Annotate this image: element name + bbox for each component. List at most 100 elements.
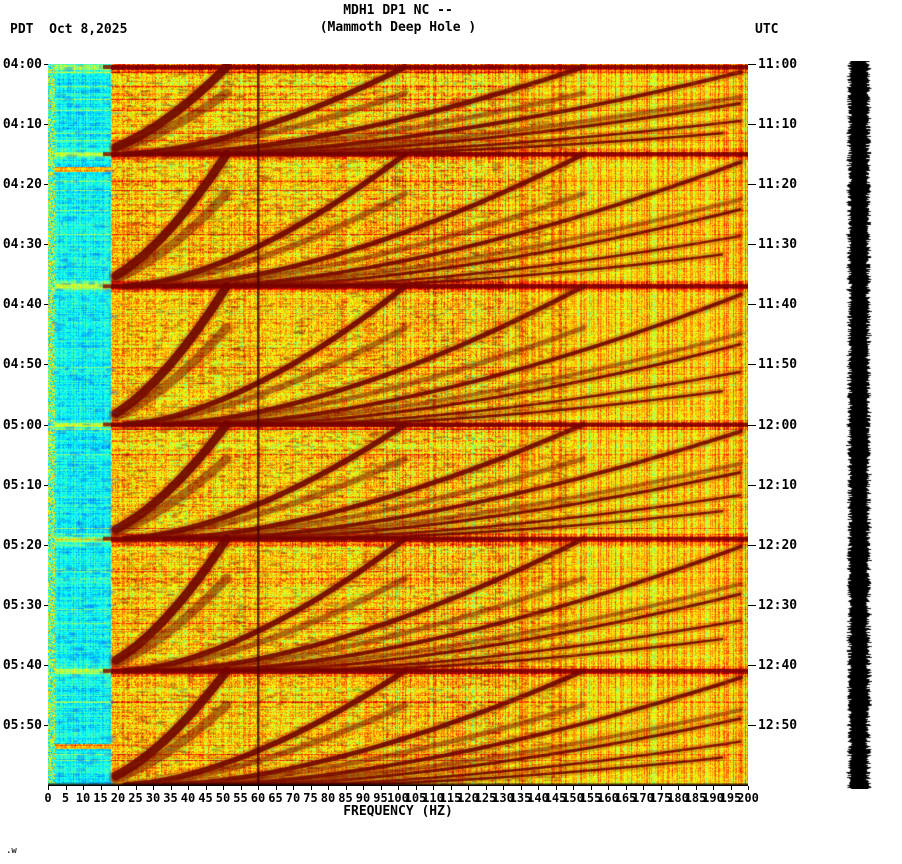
frequency-tick-label: 110: [422, 791, 444, 805]
right-time-tick-label: 12:20: [758, 537, 798, 553]
corner-note: .w: [6, 846, 17, 856]
left-time-tick-label: 04:00: [2, 57, 42, 72]
frequency-axis-tick: [573, 786, 574, 790]
frequency-tick-label: 80: [320, 791, 336, 805]
right-time-tick-label: 11:50: [758, 357, 798, 373]
left-axis-tick: [44, 544, 48, 546]
frequency-tick-label: 175: [649, 791, 672, 805]
left-time-tick-label: 05:50: [2, 717, 42, 733]
right-time-tick-label: 11:10: [758, 117, 798, 133]
frequency-axis-tick: [153, 786, 154, 790]
right-axis-tick: [748, 124, 756, 126]
frequency-axis-tick: [590, 786, 592, 790]
right-axis-tick: [748, 724, 756, 726]
frequency-tick-label: 170: [632, 791, 654, 805]
frequency-tick-label: 105: [404, 791, 427, 805]
frequency-tick-label: 195: [719, 791, 742, 805]
frequency-axis-tick: [485, 786, 487, 790]
frequency-axis-tick: [730, 786, 732, 790]
right-time-tick-label: 12:00: [758, 417, 798, 433]
right-time-tick-label: 11:40: [758, 297, 798, 313]
frequency-tick-label: 5: [61, 791, 70, 805]
frequency-axis-label: FREQUENCY (HZ): [343, 804, 453, 819]
frequency-tick-label: 150: [562, 791, 584, 805]
frequency-tick-label: 90: [355, 791, 371, 805]
frequency-tick-label: 140: [527, 791, 549, 805]
frequency-tick-label: 70: [285, 791, 301, 805]
frequency-axis-tick: [100, 786, 102, 790]
frequency-tick-label: 25: [128, 791, 143, 805]
left-axis-tick: [44, 244, 48, 246]
frequency-tick-label: 0: [44, 791, 52, 805]
left-axis-tick: [44, 664, 48, 666]
frequency-axis-tick: [695, 786, 697, 790]
frequency-axis-tick: [450, 786, 452, 790]
right-time-tick-label: 12:50: [758, 717, 798, 733]
frequency-axis-tick: [293, 786, 294, 790]
frequency-axis-tick: [65, 786, 67, 790]
left-axis-tick: [44, 184, 48, 186]
station-title: MDH1 DP1 NC --: [343, 3, 453, 18]
frequency-axis-tick: [363, 786, 364, 790]
frequency-tick-label: 35: [163, 791, 178, 805]
right-time-tick-label: 11:00: [758, 57, 798, 72]
right-axis-tick: [748, 484, 756, 486]
right-axis-tick: [748, 64, 756, 65]
frequency-axis-tick: [345, 786, 347, 790]
frequency-tick-label: 160: [597, 791, 619, 805]
left-time-tick-label: 05:20: [2, 537, 42, 553]
timezone-utc-label: UTC: [755, 22, 779, 37]
frequency-axis-tick: [223, 786, 224, 790]
frequency-axis-tick: [503, 786, 504, 790]
left-time-tick-label: 04:50: [2, 357, 42, 373]
frequency-tick-label: 100: [387, 791, 409, 805]
frequency-axis-tick: [415, 786, 417, 790]
frequency-tick-label: 75: [303, 791, 318, 805]
left-time-tick-label: 05:30: [2, 597, 42, 613]
frequency-axis-tick: [643, 786, 644, 790]
frequency-tick-label: 55: [233, 791, 248, 805]
frequency-tick-label: 20: [110, 791, 126, 805]
left-time-tick-label: 05:40: [2, 657, 42, 673]
frequency-axis-tick: [328, 786, 329, 790]
frequency-axis-tick: [48, 786, 49, 790]
left-time-tick-label: 05:00: [2, 417, 42, 433]
frequency-tick-label: 40: [180, 791, 196, 805]
frequency-axis-tick: [538, 786, 539, 790]
left-time-tick-label: 04:30: [2, 237, 42, 253]
frequency-axis-tick: [188, 786, 189, 790]
frequency-tick-label: 45: [198, 791, 213, 805]
frequency-tick-label: 130: [492, 791, 514, 805]
frequency-axis-tick: [135, 786, 137, 790]
frequency-tick-label: 200: [737, 791, 759, 805]
frequency-axis-tick: [170, 786, 172, 790]
left-axis-tick: [44, 124, 48, 126]
left-axis-tick: [44, 604, 48, 606]
frequency-tick-label: 50: [215, 791, 231, 805]
left-time-tick-label: 04:10: [2, 117, 42, 133]
frequency-tick-label: 145: [544, 791, 567, 805]
frequency-axis-tick: [310, 786, 312, 790]
left-time-tick-label: 05:10: [2, 477, 42, 493]
frequency-tick-label: 190: [702, 791, 724, 805]
frequency-axis-tick: [240, 786, 242, 790]
frequency-axis-tick: [468, 786, 469, 790]
spectrogram-canvas: [48, 64, 748, 786]
frequency-tick-label: 165: [614, 791, 637, 805]
frequency-axis-tick: [398, 786, 399, 790]
right-time-tick-label: 12:10: [758, 477, 798, 493]
frequency-tick-label: 120: [457, 791, 479, 805]
frequency-tick-label: 85: [338, 791, 353, 805]
right-time-tick-label: 11:30: [758, 237, 798, 253]
left-time-tick-label: 04:40: [2, 297, 42, 313]
right-time-tick-label: 11:20: [758, 177, 798, 193]
frequency-tick-label: 135: [509, 791, 532, 805]
frequency-axis-tick: [433, 786, 434, 790]
left-axis-tick: [44, 724, 48, 726]
frequency-axis-tick: [205, 786, 207, 790]
frequency-tick-label: 30: [145, 791, 161, 805]
frequency-tick-label: 115: [439, 791, 462, 805]
frequency-tick-label: 155: [579, 791, 602, 805]
frequency-axis-tick: [275, 786, 277, 790]
